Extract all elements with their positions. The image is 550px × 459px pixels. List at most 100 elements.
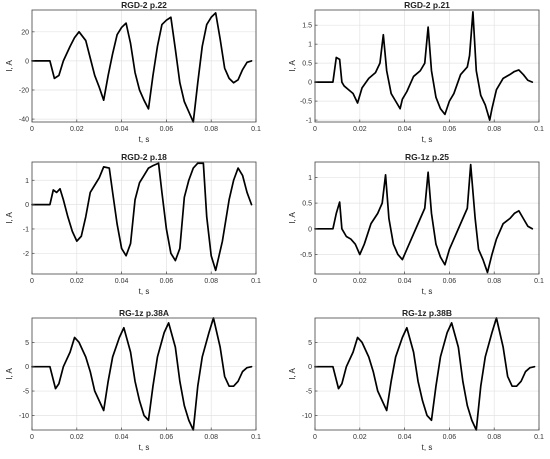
x-tick-label: 0.08 <box>487 434 501 441</box>
plot-area <box>315 10 539 122</box>
x-axis-label: t, s <box>139 135 150 144</box>
plot-area <box>315 318 539 430</box>
x-tick-label: 0.08 <box>487 278 501 285</box>
y-axis-label: I, A <box>288 368 297 380</box>
y-tick-label: -1 <box>23 226 29 233</box>
y-tick-label: -5 <box>23 389 29 396</box>
x-tick-label: 0.08 <box>204 278 218 285</box>
y-tick-label: -20 <box>19 88 29 95</box>
plot-area <box>32 318 256 430</box>
y-tick-label: 1 <box>308 42 312 49</box>
x-tick-label: 0.04 <box>115 278 129 285</box>
y-tick-label: -5 <box>306 389 312 396</box>
plot-area <box>32 162 256 274</box>
chart-panel-3: 0 0.02 0.04 0.06 0.08 0.1 -2 -1 0 1 RGD-2 p.18 t, s… <box>5 152 261 296</box>
x-tick-label: 0.02 <box>70 278 84 285</box>
x-tick-label: 0 <box>313 126 317 133</box>
x-tick-label: 0.1 <box>251 126 261 133</box>
x-tick-label: 0.1 <box>251 434 261 441</box>
y-axis-label: I, A <box>5 60 14 72</box>
y-tick-label: -2 <box>23 251 29 258</box>
y-tick-label: -1 <box>306 118 312 125</box>
x-tick-label: 0.06 <box>160 126 174 133</box>
y-tick-label: -40 <box>19 117 29 124</box>
chart-panel-1: 0 0.02 0.04 0.06 0.08 0.1 -40 -20 0 20 RGD-2 p.22 t… <box>5 0 261 144</box>
y-tick-label: 1.5 <box>302 23 312 30</box>
x-axis-label: t, s <box>139 443 150 452</box>
y-tick-label: 5 <box>25 340 29 347</box>
y-tick-label: 0 <box>308 80 312 87</box>
x-axis-label: t, s <box>422 443 433 452</box>
chart-title: RG-1z p.25 <box>405 152 449 162</box>
y-tick-label: 0 <box>25 202 29 209</box>
series-line <box>31 317 253 431</box>
x-tick-label: 0 <box>30 278 34 285</box>
series-line <box>31 162 253 272</box>
plot-area <box>32 10 256 122</box>
x-tick-label: 0.06 <box>160 434 174 441</box>
y-axis-label: I, A <box>5 368 14 380</box>
chart-panel-4: 0 0.02 0.04 0.06 0.08 0.1 -0.5 0 0.5 1 RG-1z p.25 t… <box>288 152 544 296</box>
y-tick-label: 1 <box>25 178 29 185</box>
x-tick-label: 0.06 <box>443 434 457 441</box>
x-tick-label: 0.02 <box>353 434 367 441</box>
y-axis-label: I, A <box>288 60 297 72</box>
y-tick-label: -0.5 <box>300 252 312 259</box>
x-tick-label: 0.02 <box>353 278 367 285</box>
x-tick-label: 0.04 <box>398 126 412 133</box>
x-tick-label: 0.08 <box>204 434 218 441</box>
axes-frame <box>314 9 540 123</box>
series-line <box>314 163 534 274</box>
y-tick-label: 0.5 <box>302 201 312 208</box>
chart-title: RG-1z p.38A <box>119 308 169 318</box>
x-tick-label: 0.02 <box>70 126 84 133</box>
y-tick-label: 0 <box>308 226 312 233</box>
x-tick-label: 0.06 <box>160 278 174 285</box>
chart-panel-2: 0 0.02 0.04 0.06 0.08 0.1 -1 -0.5 0 0.5 1 1.5 RGD-2 … <box>288 0 544 144</box>
series-line <box>31 12 253 123</box>
y-tick-label: 0 <box>308 364 312 371</box>
axes-frame <box>314 317 540 431</box>
x-tick-label: 0.1 <box>534 126 544 133</box>
x-tick-label: 0.1 <box>534 278 544 285</box>
chart-title: RG-1z p.38B <box>402 308 452 318</box>
x-tick-label: 0 <box>30 434 34 441</box>
x-tick-label: 0.04 <box>398 434 412 441</box>
y-tick-label: 1 <box>308 175 312 182</box>
axes-frame <box>31 317 257 431</box>
x-axis-label: t, s <box>139 287 150 296</box>
x-tick-label: 0.04 <box>398 278 412 285</box>
y-tick-label: 0 <box>25 364 29 371</box>
y-tick-label: 0 <box>25 58 29 65</box>
x-tick-label: 0.1 <box>534 434 544 441</box>
y-tick-label: 20 <box>21 29 29 36</box>
x-axis-label: t, s <box>422 287 433 296</box>
x-axis-label: t, s <box>422 135 433 144</box>
x-tick-label: 0.02 <box>353 126 367 133</box>
chart-title: RGD-2 p.18 <box>121 152 167 162</box>
axes-frame <box>31 161 257 275</box>
x-tick-label: 0.06 <box>443 278 457 285</box>
chart-panel-6: 0 0.02 0.04 0.06 0.08 0.1 -10 -5 0 5 RG-1z p.38B t,… <box>288 308 544 452</box>
series-line <box>314 317 536 431</box>
y-tick-label: -10 <box>19 413 29 420</box>
x-tick-label: 0.1 <box>251 278 261 285</box>
y-tick-label: -0.5 <box>300 99 312 106</box>
y-axis-label: I, A <box>5 212 14 224</box>
x-tick-label: 0.04 <box>115 434 129 441</box>
x-tick-label: 0 <box>30 126 34 133</box>
series-line <box>314 11 534 121</box>
x-tick-label: 0.02 <box>70 434 84 441</box>
x-tick-label: 0.08 <box>487 126 501 133</box>
y-tick-label: 0.5 <box>302 61 312 68</box>
x-tick-label: 0.04 <box>115 126 129 133</box>
axes-frame <box>31 9 257 123</box>
y-tick-label: 5 <box>308 340 312 347</box>
x-tick-label: 0 <box>313 434 317 441</box>
chart-panel-5: 0 0.02 0.04 0.06 0.08 0.1 -10 -5 0 5 RG-1z p.38A t,… <box>5 308 261 452</box>
x-tick-label: 0 <box>313 278 317 285</box>
x-tick-label: 0.08 <box>204 126 218 133</box>
y-tick-label: -10 <box>302 413 312 420</box>
chart-title: RGD-2 p.21 <box>404 0 450 10</box>
